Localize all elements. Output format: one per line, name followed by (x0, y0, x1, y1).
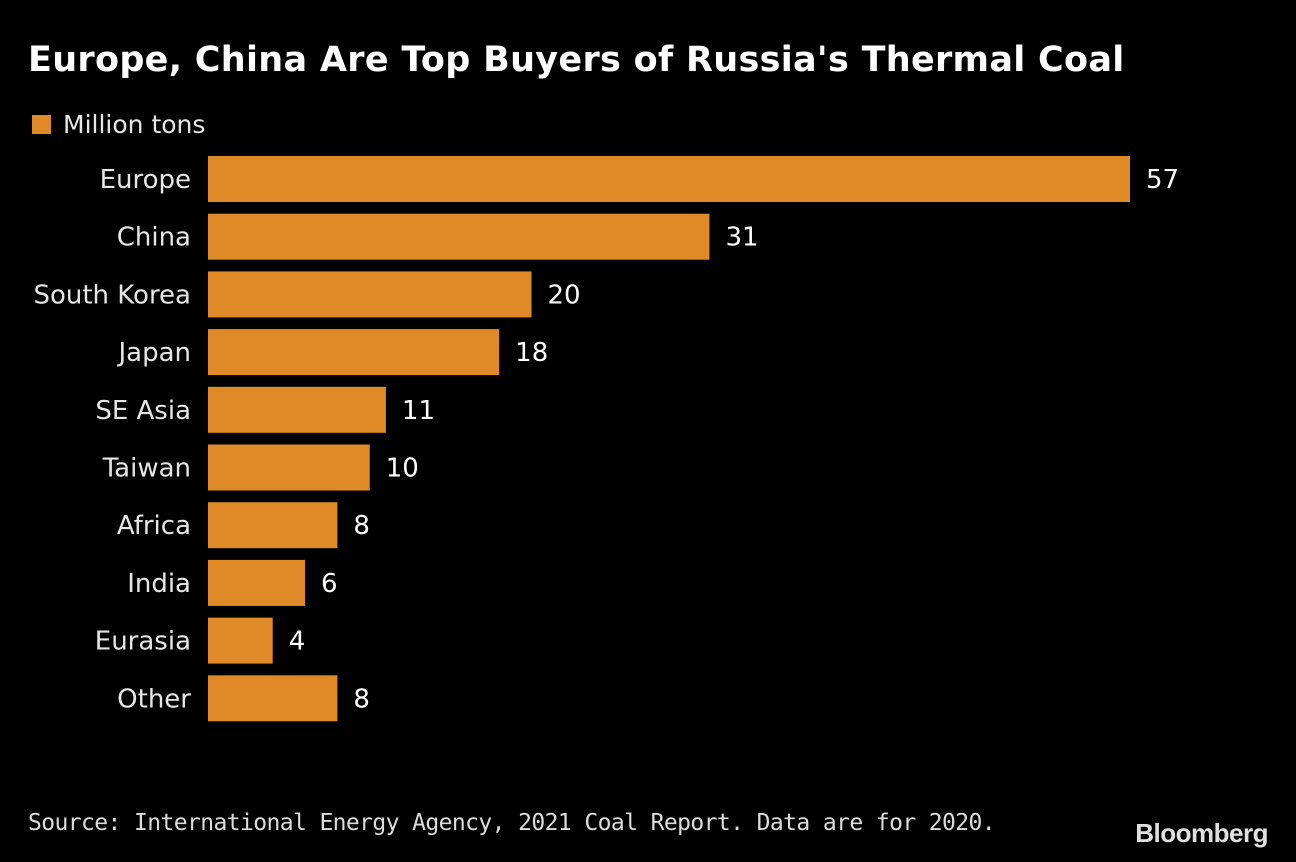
bar-eurasia (208, 617, 273, 664)
category-label: Japan (116, 338, 191, 368)
source-note: Source: International Energy Agency, 202… (28, 810, 996, 836)
data-label: 20 (548, 280, 581, 310)
bar-africa (208, 502, 338, 549)
category-label: India (127, 569, 191, 599)
category-label: Taiwan (102, 454, 191, 484)
category-label: Eurasia (95, 627, 191, 657)
data-label: 4 (289, 627, 306, 657)
bar-china (208, 213, 710, 260)
category-label: China (117, 223, 191, 253)
data-label: 8 (353, 684, 370, 714)
category-label: SE Asia (95, 396, 191, 426)
legend-label: Million tons (63, 110, 206, 139)
category-label: South Korea (33, 280, 191, 310)
legend: Million tons (32, 110, 205, 139)
data-label: 31 (725, 223, 758, 253)
bar-taiwan (208, 444, 370, 491)
chart-title: Europe, China Are Top Buyers of Russia's… (28, 40, 1125, 80)
category-label: Europe (100, 165, 191, 195)
bar-india (208, 559, 306, 606)
data-label: 6 (321, 569, 338, 599)
category-label: Other (117, 684, 191, 714)
data-label: 10 (386, 454, 419, 484)
bloomberg-logo: Bloomberg (1135, 818, 1268, 848)
data-label: 8 (353, 511, 370, 541)
category-label: Africa (117, 511, 191, 541)
bar-europe (208, 156, 1130, 202)
data-label: 57 (1146, 165, 1179, 195)
data-label: 18 (515, 338, 548, 368)
data-label: 11 (402, 396, 435, 426)
bar-south-korea (208, 271, 532, 318)
bar-se-asia (208, 386, 386, 433)
legend-swatch (32, 115, 51, 134)
bar-other (208, 675, 338, 722)
bar-japan (208, 329, 500, 376)
